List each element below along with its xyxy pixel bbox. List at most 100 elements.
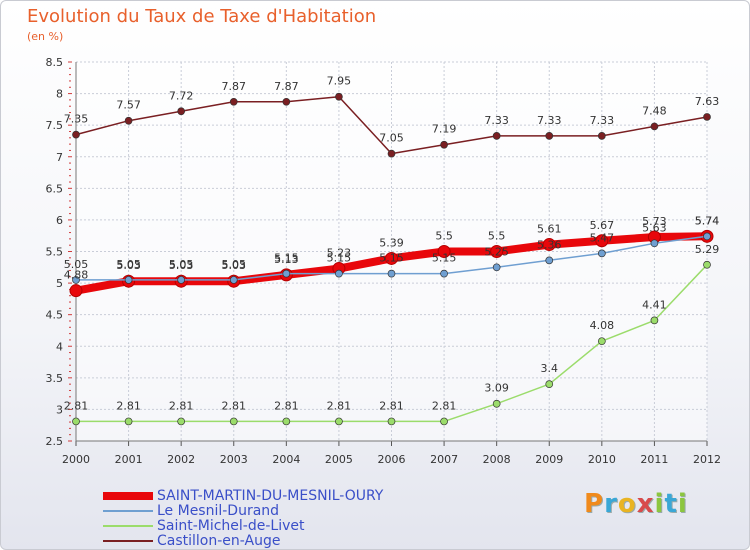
y-tick-label: 3.5 bbox=[46, 372, 64, 385]
data-label: 5.13 bbox=[274, 253, 299, 266]
data-point bbox=[177, 107, 186, 116]
data-point bbox=[282, 97, 291, 106]
data-point bbox=[229, 276, 238, 284]
y-tick-label: 4 bbox=[56, 340, 63, 353]
data-label: 7.19 bbox=[432, 123, 457, 136]
y-tick-label: 5.5 bbox=[46, 246, 64, 259]
logo-letter: P bbox=[584, 489, 605, 519]
data-label: 5.03 bbox=[222, 259, 247, 272]
data-point bbox=[387, 149, 396, 158]
data-label: 5.03 bbox=[169, 259, 194, 272]
legend-label: SAINT-MARTIN-DU-MESNIL-OURY bbox=[157, 488, 384, 504]
data-point bbox=[650, 316, 659, 325]
x-tick-label: 2011 bbox=[640, 453, 668, 466]
data-label: 2.81 bbox=[64, 399, 89, 412]
data-point bbox=[703, 260, 711, 269]
y-tick-label: 3 bbox=[56, 403, 63, 416]
data-point bbox=[597, 249, 606, 258]
data-point bbox=[703, 113, 711, 121]
data-label: 5.39 bbox=[379, 236, 404, 249]
data-label: 5.47 bbox=[590, 231, 615, 244]
x-tick-label: 2003 bbox=[220, 453, 248, 466]
data-label: 2.81 bbox=[116, 399, 141, 412]
logo-letter: o bbox=[617, 489, 637, 519]
data-label: 5.23 bbox=[327, 247, 352, 260]
data-point bbox=[440, 417, 448, 426]
data-point bbox=[124, 417, 133, 426]
data-label: 7.87 bbox=[274, 80, 299, 93]
data-point bbox=[703, 232, 711, 241]
legend-swatch bbox=[103, 510, 153, 512]
data-point bbox=[335, 269, 343, 278]
logo-letter: i bbox=[654, 489, 665, 519]
y-tick-label: 6 bbox=[56, 214, 63, 227]
data-point bbox=[72, 276, 80, 284]
y-tick-label: 8 bbox=[56, 88, 63, 101]
data-point bbox=[545, 132, 554, 140]
data-label: 2.81 bbox=[432, 399, 457, 412]
data-point bbox=[124, 276, 133, 284]
data-point bbox=[440, 140, 448, 149]
x-tick-label: 2010 bbox=[588, 453, 616, 466]
data-label: 5.5 bbox=[435, 230, 453, 243]
legend-label: Castillon-en-Auge bbox=[157, 533, 281, 549]
legend-label: Le Mesnil-Durand bbox=[157, 503, 280, 519]
data-point bbox=[597, 132, 606, 140]
x-tick-label: 2000 bbox=[62, 453, 90, 466]
y-tick-label: 7.5 bbox=[46, 119, 64, 132]
data-point bbox=[597, 337, 606, 346]
data-label: 7.57 bbox=[116, 99, 141, 112]
data-label: 7.72 bbox=[169, 89, 194, 102]
data-label: 4.88 bbox=[64, 269, 89, 282]
data-label: 7.33 bbox=[590, 114, 615, 127]
data-label: 4.08 bbox=[590, 319, 615, 332]
data-label: 5.73 bbox=[642, 215, 667, 228]
data-label: 5.05 bbox=[116, 258, 141, 271]
x-tick-label: 2006 bbox=[378, 453, 406, 466]
data-label: 5.61 bbox=[537, 223, 562, 236]
data-label: 7.87 bbox=[222, 80, 247, 93]
data-label: 2.81 bbox=[274, 399, 299, 412]
data-label: 5.74 bbox=[695, 214, 720, 227]
logo-letter: x bbox=[636, 489, 655, 519]
data-label-layer: 7.35 7.57 7.72 7.87 7.87 7.95 7.05 7.19 7.33 7.33… bbox=[64, 75, 720, 413]
data-label: 5.29 bbox=[695, 243, 720, 256]
data-label: 5.05 bbox=[64, 258, 89, 271]
data-label: 5.36 bbox=[537, 238, 562, 251]
data-label: 5.15 bbox=[379, 252, 404, 265]
data-point bbox=[229, 97, 238, 106]
data-point bbox=[335, 417, 343, 426]
data-point bbox=[124, 116, 133, 125]
data-point bbox=[492, 399, 501, 408]
x-tick-label: 2004 bbox=[272, 453, 300, 466]
x-tick-label: 2005 bbox=[325, 453, 353, 466]
data-label: 2.81 bbox=[379, 399, 404, 412]
logo-letter: t bbox=[664, 489, 678, 519]
data-label: 5.15 bbox=[327, 252, 352, 265]
legend-item: Le Mesnil-Durand bbox=[103, 503, 279, 519]
data-point bbox=[387, 417, 396, 426]
data-label: 5.25 bbox=[484, 245, 509, 258]
legend-item: SAINT-MARTIN-DU-MESNIL-OURY bbox=[103, 488, 383, 504]
data-label: 5.67 bbox=[590, 219, 615, 232]
x-tick-label: 2012 bbox=[693, 453, 721, 466]
logo-letter: i bbox=[677, 489, 688, 519]
series-layer bbox=[69, 92, 714, 426]
data-point bbox=[440, 269, 448, 278]
legend-swatch bbox=[103, 540, 153, 542]
data-point bbox=[542, 238, 556, 252]
data-label: 5.63 bbox=[642, 221, 667, 234]
x-tick-label: 2007 bbox=[430, 453, 458, 466]
data-point bbox=[545, 380, 554, 388]
data-point bbox=[282, 269, 291, 278]
data-label: 2.81 bbox=[222, 399, 247, 412]
unit-label: (en %) bbox=[27, 30, 64, 43]
legend-item: Castillon-en-Auge bbox=[103, 533, 280, 549]
data-point bbox=[437, 245, 451, 258]
data-point bbox=[492, 132, 501, 140]
data-label: 7.48 bbox=[642, 104, 667, 117]
legend-swatch bbox=[103, 525, 153, 527]
x-tick-label: 2001 bbox=[115, 453, 143, 466]
data-label: 7.63 bbox=[695, 95, 720, 108]
data-label: 7.95 bbox=[327, 75, 352, 88]
